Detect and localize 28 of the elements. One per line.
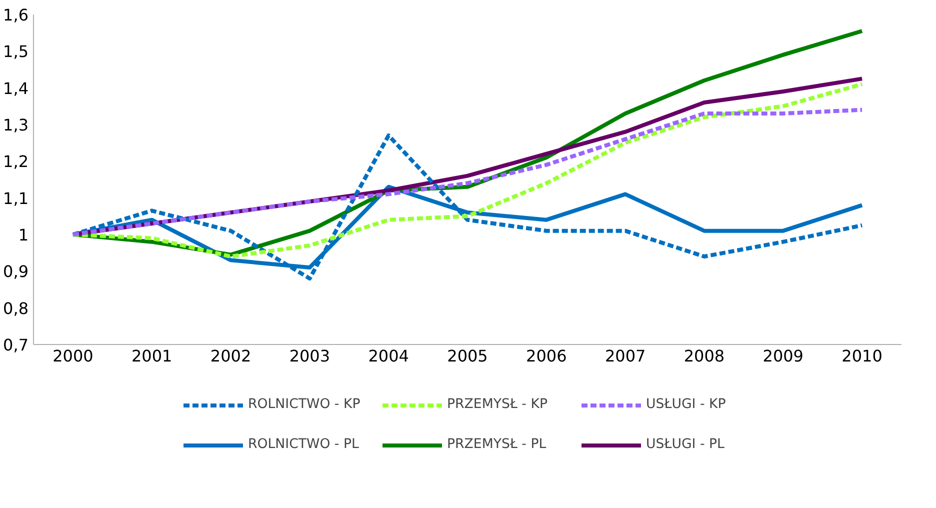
- y-tick-label: 1,2: [3, 152, 29, 172]
- y-tick-label: 1,1: [3, 188, 29, 208]
- line-series: [70, 108, 864, 236]
- x-tick-label: 2002: [210, 346, 252, 366]
- legend-label: ROLNICTWO - PL: [248, 437, 360, 452]
- x-tick-label: 2004: [368, 346, 409, 366]
- y-tick-label: 1,4: [3, 78, 29, 98]
- x-tick-label: 2001: [132, 346, 172, 366]
- y-tick-label: 1,3: [3, 116, 29, 134]
- x-tick-label: 2005: [447, 346, 488, 366]
- y-tick-label: 1: [18, 226, 29, 244]
- y-tick-label: 0,7: [3, 336, 29, 354]
- y-tick-label: 0,8: [3, 298, 29, 318]
- x-tick-label: 2000: [52, 346, 94, 366]
- legend-label: PRZEMYSŁ - KP: [447, 397, 549, 412]
- y-tick-label: 0,9: [3, 262, 29, 282]
- y-tick-label: 1,5: [3, 42, 29, 62]
- x-tick-label: 2007: [604, 346, 646, 366]
- legend-label: USŁUGI - KP: [646, 397, 727, 412]
- x-tick-label: 2003: [289, 346, 330, 366]
- x-tick-label: 2008: [684, 346, 725, 366]
- x-tick-label: 2006: [526, 346, 567, 366]
- legend-label: USŁUGI - PL: [646, 437, 726, 452]
- x-tick-label: 2009: [762, 346, 804, 366]
- legend-label: PRZEMYSŁ - PL: [447, 437, 548, 452]
- y-tick-label: 1,6: [3, 6, 29, 24]
- legend-label: ROLNICTWO - KP: [248, 397, 362, 412]
- x-tick-label: 2010: [842, 346, 882, 366]
